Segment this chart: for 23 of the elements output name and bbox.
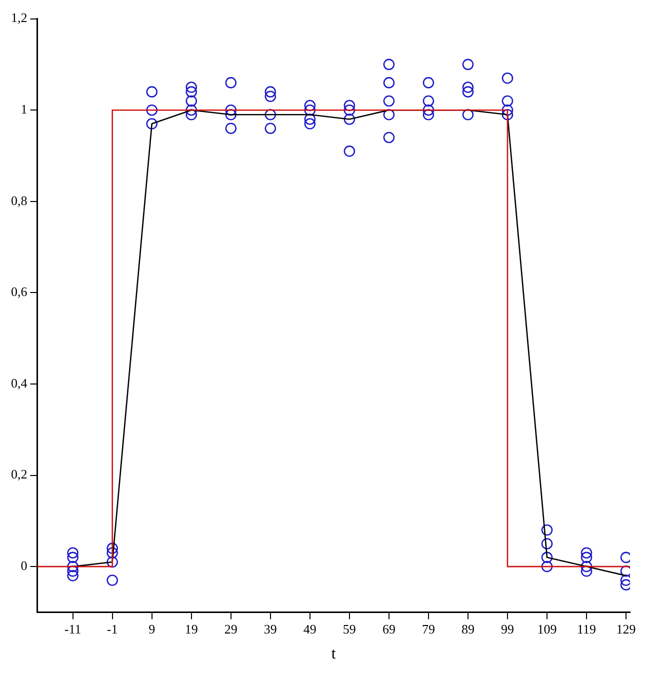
x-tick-label: 79 bbox=[422, 621, 435, 636]
y-tick-label: 1,2 bbox=[11, 10, 28, 26]
x-tick-label: 119 bbox=[577, 621, 596, 636]
x-tick-label: 129 bbox=[616, 621, 636, 636]
x-tick-label: 109 bbox=[537, 621, 557, 636]
y-tick-label: 0,4 bbox=[11, 375, 28, 390]
x-tick-label: 59 bbox=[342, 621, 356, 636]
x-tick-label: 9 bbox=[148, 621, 156, 636]
x-tick-label: 29 bbox=[224, 621, 238, 636]
x-tick-label: 89 bbox=[461, 621, 474, 636]
x-tick-label: 39 bbox=[264, 621, 277, 636]
x-tick-label: 99 bbox=[501, 621, 514, 636]
x-tick-label: 69 bbox=[382, 621, 396, 636]
x-tick-label: -1 bbox=[106, 621, 118, 636]
y-tick-label: 0 bbox=[20, 558, 28, 573]
y-tick-label: 0,6 bbox=[11, 284, 28, 300]
x-axis-title: t bbox=[331, 646, 336, 663]
y-tick-label: 0,2 bbox=[11, 466, 28, 482]
y-tick-label: 1 bbox=[20, 102, 28, 117]
x-tick-label: 19 bbox=[184, 621, 198, 636]
x-tick-label: -11 bbox=[64, 621, 82, 636]
y-tick-label: 0,8 bbox=[11, 192, 28, 208]
x-tick-label: 49 bbox=[303, 621, 316, 636]
